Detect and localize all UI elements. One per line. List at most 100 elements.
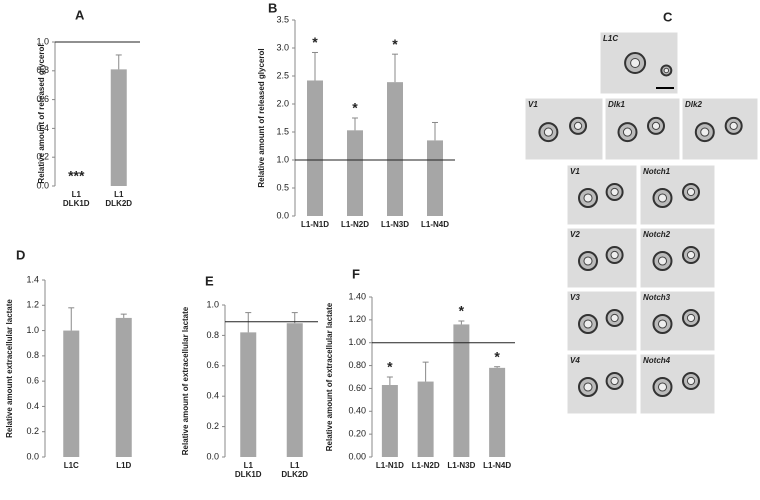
micrograph (639, 353, 716, 415)
y-tick-label: 0.0 (206, 451, 219, 461)
cell-core (583, 382, 593, 392)
bar (427, 140, 443, 216)
micrograph (639, 290, 716, 352)
micrograph-label: V4 (570, 356, 580, 365)
bar (110, 69, 127, 186)
cell-core (610, 376, 619, 386)
error-bar (115, 54, 122, 70)
cell-core (583, 193, 593, 203)
y-tick-label: 0.4 (26, 401, 39, 411)
x-tick-label: L1 DLK1D (63, 190, 90, 208)
micrograph-label: L1C (603, 34, 618, 43)
cell-core (622, 127, 633, 137)
significance-label: *** (68, 168, 85, 184)
bar (381, 385, 398, 457)
cell-core (700, 127, 710, 137)
panel-label: D (16, 247, 25, 262)
error-bar (432, 121, 438, 141)
y-tick-label: 2.0 (276, 98, 289, 108)
micrograph-label: Dlk2 (685, 100, 702, 109)
y-tick-label: 0.40 (348, 406, 366, 416)
cell-core (583, 319, 593, 329)
micrograph (639, 227, 716, 289)
cell-core (657, 382, 668, 392)
bar (307, 80, 323, 216)
y-tick-label: 1.0 (276, 154, 289, 164)
error-bar (312, 51, 318, 81)
y-tick-label: 1.0 (26, 325, 39, 335)
y-tick-label: 0.0 (26, 451, 39, 461)
significance-label: * (312, 34, 318, 50)
x-tick-label: L1C (64, 461, 79, 470)
y-axis-label: Relative amount of extracellular lactate (181, 306, 190, 455)
cell-core (686, 313, 696, 323)
micrograph-label: Notch2 (643, 230, 671, 239)
error-bar (352, 117, 358, 131)
y-tick-label: 2.5 (276, 70, 289, 80)
y-tick-label: 1.5 (276, 126, 289, 136)
y-tick-label: 0.5 (276, 182, 289, 192)
x-tick-label: L1 DLK2D (281, 461, 308, 479)
x-tick-label: L1-N1D (301, 220, 329, 229)
y-tick-label: 1.2 (26, 300, 39, 310)
y-tick-label: 0.0 (36, 180, 49, 190)
cell-core (573, 121, 583, 131)
x-tick-label: L1-N2D (412, 461, 440, 470)
y-tick-label: 1.00 (348, 337, 366, 347)
micrograph-label: V1 (570, 167, 580, 176)
cell-core (610, 313, 619, 323)
bar (63, 330, 80, 457)
y-tick-label: 0.6 (36, 94, 49, 104)
cell-core (630, 58, 641, 68)
micrograph-label: V3 (570, 293, 580, 302)
micrograph-label: Dlk1 (608, 100, 625, 109)
panel-label: A (75, 7, 85, 22)
micrograph (639, 164, 716, 226)
significance-label: * (392, 36, 398, 52)
cell-core (657, 256, 668, 266)
y-tick-label: 0.8 (26, 350, 39, 360)
y-tick-label: 0.8 (36, 65, 49, 75)
cell-core (686, 187, 696, 197)
panel-label: B (268, 0, 277, 15)
error-bar (458, 320, 465, 325)
x-tick-label: L1 DLK1D (235, 461, 262, 479)
error-bar (245, 312, 252, 333)
panel-label: F (352, 266, 360, 281)
x-tick-label: L1D (116, 461, 131, 470)
error-bar (120, 313, 127, 318)
y-tick-label: 0.4 (206, 391, 219, 401)
panel-label: C (663, 9, 673, 24)
bar (387, 82, 403, 216)
y-axis-label: Relative amount of extracellular lactate (325, 302, 334, 451)
x-tick-label: L1 DLK2D (105, 190, 132, 208)
cell-core (657, 193, 668, 203)
significance-label: * (459, 303, 465, 319)
cell-core (610, 187, 619, 197)
cell-core (729, 121, 738, 131)
bar (286, 323, 303, 457)
y-tick-label: 0.20 (348, 429, 366, 439)
cell-core (686, 376, 696, 386)
x-tick-label: L1-N3D (447, 461, 475, 470)
y-tick-label: 0.2 (26, 426, 39, 436)
micrograph-label: Notch4 (643, 356, 671, 365)
bar (417, 381, 434, 457)
micrograph (681, 97, 759, 161)
significance-label: * (387, 359, 393, 375)
error-bar (386, 376, 393, 385)
y-tick-label: 1.4 (26, 274, 39, 284)
cell-core (543, 127, 553, 137)
y-axis-label: Relative amount of released glycerol (257, 48, 266, 187)
y-tick-label: 3.0 (276, 42, 289, 52)
bar (453, 324, 470, 457)
y-tick-label: 0.6 (26, 376, 39, 386)
micrograph (604, 97, 681, 161)
y-axis-label: Relative amount extracellular lactate (5, 299, 14, 438)
y-tick-label: 0.8 (206, 330, 219, 340)
x-tick-label: L1-N1D (376, 461, 404, 470)
cell-core (583, 256, 593, 266)
cell-core (651, 121, 661, 131)
bar (115, 317, 132, 457)
